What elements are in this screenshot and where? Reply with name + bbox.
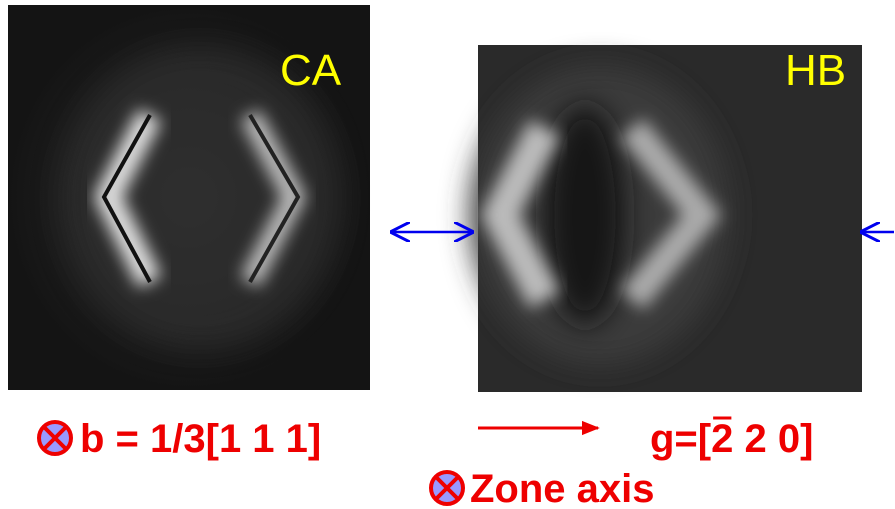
panel-label: HB (785, 46, 846, 95)
g-prefix: g=[ (650, 417, 711, 461)
image-ca: CA (8, 5, 370, 390)
zone-axis: Zone axis (470, 467, 655, 509)
into-page-icon (431, 472, 463, 504)
g-rest: 2 0] (733, 417, 813, 461)
panel-label: CA (280, 46, 342, 95)
into-page-icon (39, 422, 71, 454)
page: CA HB b = 1/3[1 1 1] g=[2 2 0] Zone axis… (0, 0, 895, 509)
g-barred: 2 (711, 417, 733, 461)
image-hb: HB (470, 45, 862, 392)
figure: CA HB b = 1/3[1 1 1] g=[2 2 0] Zone axis (0, 0, 895, 509)
burgers-vector: b = 1/3[1 1 1] (80, 417, 321, 461)
g-vector: g=[2 2 0] (650, 417, 813, 461)
